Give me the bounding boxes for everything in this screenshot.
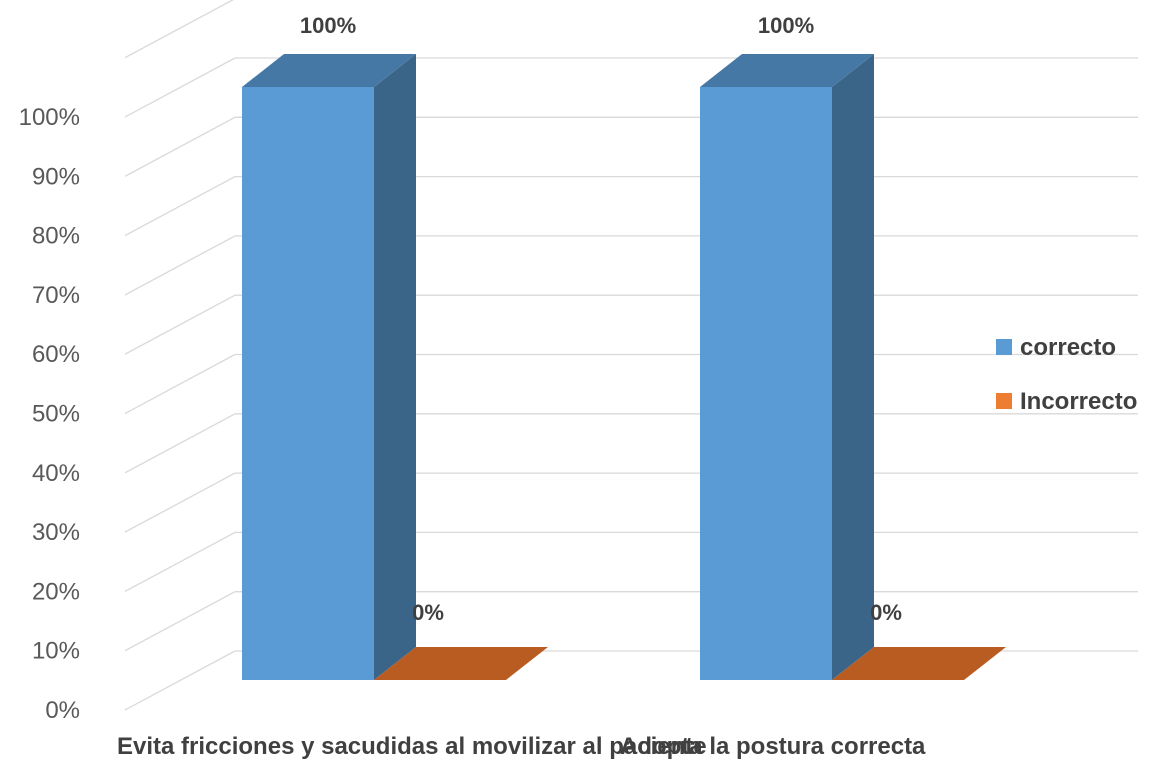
gridline-diagonal (125, 58, 235, 117)
data-label-Incorrecto-0: 0% (412, 600, 444, 625)
y-tick-label: 20% (32, 578, 80, 605)
category-label-1: Adopta la postura correcta (620, 733, 926, 759)
legend-label-correcto: correcto (1020, 334, 1116, 361)
y-tick-label: 10% (32, 638, 80, 665)
bar-front-correcto-1 (700, 87, 832, 680)
legend-swatch-correcto (996, 339, 1012, 355)
y-tick-label: 30% (32, 519, 80, 546)
y-tick-label: 70% (32, 282, 80, 309)
y-tick-label: 90% (32, 163, 80, 190)
data-label-correcto-1: 100% (758, 13, 814, 38)
y-tick-label: 50% (32, 401, 80, 428)
bars (242, 54, 1006, 680)
bar-front-correcto-0 (242, 87, 374, 680)
gridline-diagonal (125, 414, 235, 473)
gridline-diagonal (125, 177, 235, 236)
data-label-correcto-0: 100% (300, 13, 356, 38)
category-labels: Evita fricciones y sacudidas al moviliza… (117, 733, 926, 759)
legend: correcto Incorrecto (996, 334, 1137, 415)
gridline-diagonal (125, 532, 235, 591)
gridline-diagonal (125, 236, 235, 295)
bar-side-correcto-1 (832, 54, 874, 680)
gridline-diagonal (125, 651, 235, 710)
y-tick-label: 100% (19, 104, 80, 131)
y-tick-label: 40% (32, 460, 80, 487)
gridline-diagonal (125, 117, 235, 176)
y-axis-ticks: 0% 10% 20% 30% 40% 50% 60% 70% 80% 90% 100% (19, 104, 80, 724)
legend-swatch-Incorrecto (996, 393, 1012, 409)
y-tick-label: 60% (32, 341, 80, 368)
bar-side-correcto-0 (374, 54, 416, 680)
category-label-0: Evita fricciones y sacudidas al moviliza… (117, 733, 707, 759)
gridline-diagonal (125, 0, 235, 58)
legend-label-Incorrecto: Incorrecto (1020, 388, 1137, 415)
gridline-diagonal (125, 473, 235, 532)
data-label-Incorrecto-1: 0% (870, 600, 902, 625)
gridline-diagonal (125, 592, 235, 651)
y-tick-label: 80% (32, 223, 80, 250)
gridline-diagonal (125, 355, 235, 414)
gridline-diagonal (125, 295, 235, 354)
y-tick-label: 0% (45, 697, 80, 724)
